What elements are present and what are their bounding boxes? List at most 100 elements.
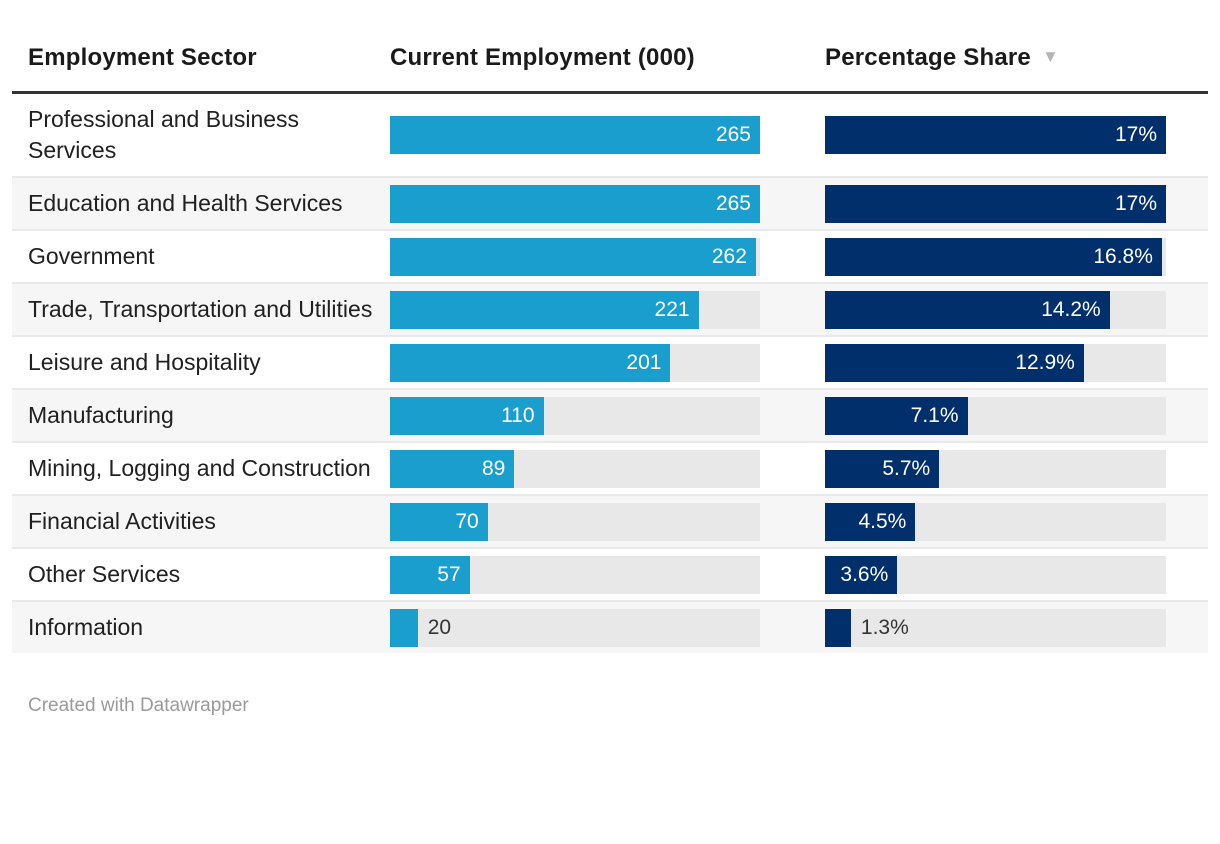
- share-bar-track: 4.5%: [825, 502, 1166, 541]
- employment-bar: 265: [390, 184, 760, 223]
- share-bar: 4.5%: [825, 502, 916, 541]
- share-cell: 12.9%: [825, 337, 1166, 388]
- employment-cell: 265: [390, 178, 760, 229]
- share-bar: 16.8%: [825, 237, 1162, 276]
- employment-bar: 201: [390, 343, 671, 382]
- table-header: Employment Sector Current Employment (00…: [12, 0, 1208, 91]
- column-gap: [760, 496, 825, 547]
- employment-bar-track: 20: [390, 608, 760, 647]
- column-header-percentage-share-label: Percentage Share: [825, 44, 1031, 71]
- sector-label: Manufacturing: [28, 402, 174, 428]
- share-bar: 14.2%: [825, 290, 1110, 329]
- table-body: Professional and Business Services 265 1…: [12, 94, 1208, 653]
- share-bar: [825, 608, 851, 647]
- datawrapper-credit-link[interactable]: Created with Datawrapper: [28, 695, 249, 716]
- employment-bar-track: 89: [390, 449, 760, 488]
- employment-cell: 110: [390, 390, 760, 441]
- column-gap: [760, 284, 825, 335]
- employment-cell: 57: [390, 549, 760, 600]
- column-gap: [760, 443, 825, 494]
- share-bar-track: 1.3%: [825, 608, 1166, 647]
- employment-cell: 265: [390, 94, 760, 176]
- share-cell: 5.7%: [825, 443, 1166, 494]
- sector-label: Leisure and Hospitality: [28, 349, 261, 375]
- employment-value: 201: [626, 350, 662, 374]
- share-cell: 7.1%: [825, 390, 1166, 441]
- employment-bar-track: 110: [390, 396, 760, 435]
- share-cell: 16.8%: [825, 231, 1166, 282]
- share-value: 17%: [1114, 123, 1157, 146]
- share-value: 12.9%: [1015, 350, 1075, 374]
- column-header-current-employment[interactable]: Current Employment (000): [390, 44, 695, 71]
- sector-label: Government: [28, 243, 155, 269]
- table-row: Professional and Business Services 265 1…: [12, 94, 1208, 176]
- share-cell: 4.5%: [825, 496, 1166, 547]
- table-row: Mining, Logging and Construction 89 5.7%: [12, 441, 1208, 494]
- employment-bar-track: 262: [390, 237, 760, 276]
- employment-cell: 201: [390, 337, 760, 388]
- table-row: Education and Health Services 265 17%: [12, 176, 1208, 229]
- employment-value: 110: [501, 403, 535, 427]
- share-bar: 7.1%: [825, 396, 968, 435]
- share-bar: 5.7%: [825, 449, 940, 488]
- employment-value: 265: [715, 123, 751, 146]
- column-gap: [760, 337, 825, 388]
- sort-descending-icon: ▼: [1041, 47, 1060, 66]
- column-gap: [760, 178, 825, 229]
- employment-bar-track: 265: [390, 184, 760, 223]
- employment-cell: 70: [390, 496, 760, 547]
- employment-bar: 89: [390, 449, 515, 488]
- employment-cell: 89: [390, 443, 760, 494]
- employment-value: 70: [455, 509, 479, 533]
- sector-label: Professional and Business Services: [28, 106, 300, 163]
- employment-cell: 262: [390, 231, 760, 282]
- share-bar: 12.9%: [825, 343, 1084, 382]
- sector-label: Financial Activities: [28, 508, 216, 534]
- share-bar-track: 17%: [825, 184, 1166, 223]
- employment-cell: 20: [390, 602, 760, 653]
- column-gap: [760, 390, 825, 441]
- employment-value: 221: [654, 297, 690, 321]
- employment-bar-track: 201: [390, 343, 760, 382]
- share-cell: 14.2%: [825, 284, 1166, 335]
- sector-label: Information: [28, 614, 144, 640]
- column-header-employment-sector[interactable]: Employment Sector: [28, 44, 257, 71]
- employment-bar: [390, 608, 418, 647]
- employment-bar-track: 265: [390, 116, 760, 154]
- employment-bar: 265: [390, 116, 760, 154]
- table-row: Other Services 57 3.6%: [12, 547, 1208, 600]
- employment-bar: 262: [390, 237, 756, 276]
- share-value: 14.2%: [1041, 297, 1101, 321]
- employment-value: 57: [437, 562, 461, 586]
- share-bar-track: 7.1%: [825, 396, 1166, 435]
- employment-bar-track: 221: [390, 290, 760, 329]
- column-header-percentage-share[interactable]: Percentage Share ▼: [825, 44, 1208, 72]
- share-value: 3.6%: [840, 562, 889, 586]
- employment-bar: 57: [390, 555, 470, 594]
- table-row: Financial Activities 70 4.5%: [12, 494, 1208, 547]
- column-gap: [760, 94, 825, 176]
- share-value: 7.1%: [910, 403, 959, 427]
- employment-bar: 70: [390, 502, 488, 541]
- share-cell: 3.6%: [825, 549, 1166, 600]
- share-bar-track: 5.7%: [825, 449, 1166, 488]
- share-bar: 17%: [825, 184, 1166, 223]
- table-row: Government 262 16.8%: [12, 229, 1208, 282]
- sector-label: Other Services: [28, 561, 181, 587]
- share-bar: 3.6%: [825, 555, 898, 594]
- share-cell: 1.3%: [825, 602, 1166, 653]
- column-gap: [760, 602, 825, 653]
- share-value: 16.8%: [1093, 244, 1153, 268]
- sector-label: Trade, Transportation and Utilities: [28, 296, 373, 322]
- share-bar-track: 16.8%: [825, 237, 1166, 276]
- share-value-outside: 1.3%: [860, 615, 909, 639]
- employment-value: 89: [481, 456, 506, 480]
- header-divider: [12, 91, 1208, 94]
- employment-table: Employment Sector Current Employment (00…: [12, 0, 1208, 716]
- share-bar-track: 14.2%: [825, 290, 1166, 329]
- share-bar: 17%: [825, 116, 1166, 154]
- employment-value: 265: [715, 191, 751, 215]
- share-bar-track: 12.9%: [825, 343, 1166, 382]
- employment-bar-track: 70: [390, 502, 760, 541]
- share-value: 5.7%: [882, 456, 931, 480]
